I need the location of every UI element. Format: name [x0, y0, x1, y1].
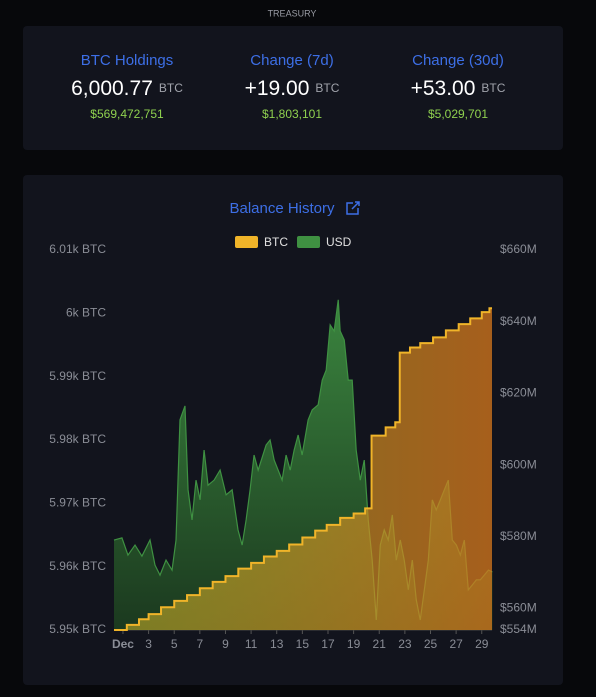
y2-tick-label: $600M: [500, 457, 537, 471]
stat-usd: $569,472,751: [90, 107, 164, 121]
stat-label: Change (30d): [412, 52, 504, 69]
y-tick-label: 5.98k BTC: [49, 432, 106, 446]
x-tick-label: 27: [449, 637, 463, 651]
external-link-icon[interactable]: [346, 201, 360, 215]
stats: BTC Holdings 6,000.77 BTC $569,472,751 Chang…: [71, 52, 506, 121]
plot: 5.95k BTC 5.96k BTC 5.97k BTC 5.98k BTC 5.99…: [49, 235, 536, 651]
x-tick-label: 9: [222, 637, 229, 651]
stat-value: +53.00 BTC: [411, 77, 506, 100]
stat-unit: BTC: [315, 81, 339, 95]
y2-tick-label: $580M: [500, 529, 537, 543]
y-tick-label: 6.01k BTC: [49, 242, 106, 256]
header: TREASURY: [268, 8, 317, 18]
y-tick-label: 6k BTC: [66, 306, 106, 320]
legend-swatch: [235, 236, 258, 248]
stat-amount: 6,000.77: [71, 77, 153, 100]
stat-amount: +19.00: [245, 77, 310, 100]
y2-tick-label: $620M: [500, 386, 537, 400]
x-tick-label: 29: [475, 637, 489, 651]
stat-label: BTC Holdings: [81, 52, 174, 69]
y-tick-label: 5.95k BTC: [49, 622, 106, 636]
stat-unit: BTC: [159, 81, 183, 95]
y2-tick-label: $554M: [500, 622, 537, 636]
x-tick-label: 23: [398, 637, 412, 651]
stats-card: [23, 26, 563, 150]
x-tick-label: 13: [270, 637, 284, 651]
y2-tick-label: $560M: [500, 601, 537, 615]
x-tick-label: Dec: [112, 637, 134, 651]
stat-unit: BTC: [481, 81, 505, 95]
stat-amount: +53.00: [411, 77, 476, 100]
y-tick-label: 5.99k BTC: [49, 369, 106, 383]
x-tick-label: 17: [321, 637, 335, 651]
x-tick-label: 25: [424, 637, 438, 651]
chart-title: Balance History: [229, 200, 335, 217]
stat-label: Change (7d): [250, 52, 333, 69]
y2-tick-label: $640M: [500, 314, 537, 328]
stat-usd: $1,803,101: [262, 107, 322, 121]
usd-area: [114, 299, 493, 630]
y2-tick-label: $660M: [500, 242, 537, 256]
x-tick-label: 7: [197, 637, 204, 651]
x-tick-label: 11: [245, 637, 258, 651]
legend-swatch: [297, 236, 320, 248]
stat-value: 6,000.77 BTC: [71, 77, 183, 100]
legend-label: USD: [326, 235, 352, 249]
btc-area: [114, 308, 492, 630]
legend-label: BTC: [264, 235, 288, 249]
x-tick-label: 15: [296, 637, 310, 651]
x-tick-label: 21: [373, 637, 387, 651]
y-tick-label: 5.97k BTC: [49, 496, 106, 510]
y-tick-label: 5.96k BTC: [49, 559, 106, 573]
btc-line: [114, 307, 492, 631]
stat-value: +19.00 BTC: [245, 77, 340, 100]
x-tick-label: 5: [171, 637, 178, 651]
stat-usd: $5,029,701: [428, 107, 488, 121]
x-tick-label: 19: [347, 637, 361, 651]
x-tick-label: 3: [145, 637, 152, 651]
